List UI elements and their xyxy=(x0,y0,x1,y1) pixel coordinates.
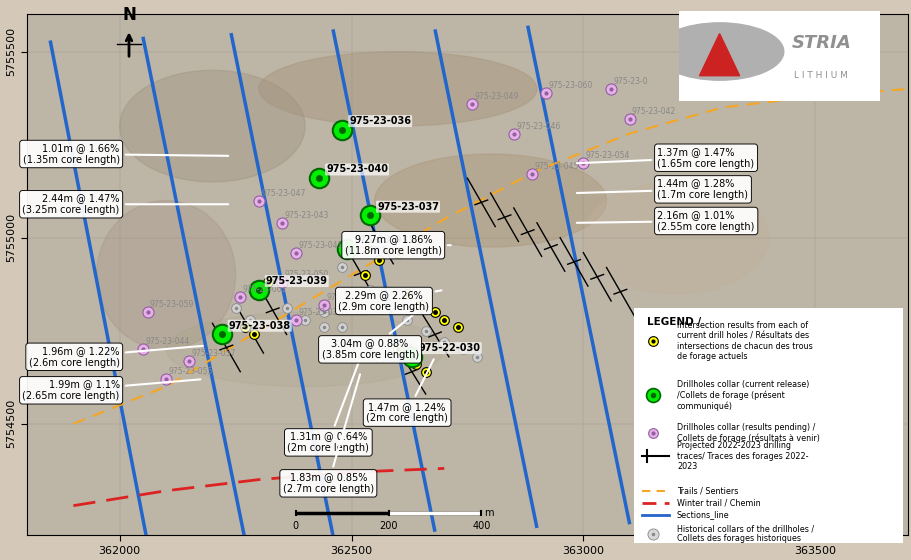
Text: Winter trail / Chemin: Winter trail / Chemin xyxy=(676,499,760,508)
Text: 975-23-047: 975-23-047 xyxy=(261,189,305,198)
FancyBboxPatch shape xyxy=(628,304,907,548)
Text: Trails / Sentiers: Trails / Sentiers xyxy=(676,487,737,496)
Text: 975-23-040: 975-23-040 xyxy=(325,165,387,175)
Text: 1.44m @ 1.28%
(1.7m core length): 1.44m @ 1.28% (1.7m core length) xyxy=(576,179,748,200)
Text: 975-23-041: 975-23-041 xyxy=(298,241,343,250)
Text: 975-23-042: 975-23-042 xyxy=(631,106,676,116)
Text: 975-23-055: 975-23-055 xyxy=(169,367,212,376)
Text: 2.29m @ 2.26%
(2.9m core length): 2.29m @ 2.26% (2.9m core length) xyxy=(338,290,441,312)
Text: 1.31m @ 0.64%
(2m core length): 1.31m @ 0.64% (2m core length) xyxy=(287,360,369,453)
Text: Historical collars of the drillholes /
Collets des forages historiques: Historical collars of the drillholes / C… xyxy=(676,524,814,544)
Ellipse shape xyxy=(119,71,305,182)
Text: 975-23-057: 975-23-057 xyxy=(191,348,236,357)
Ellipse shape xyxy=(259,52,537,126)
Text: 975-23-050: 975-23-050 xyxy=(284,270,328,279)
Circle shape xyxy=(655,23,783,80)
Text: 1.96m @ 1.22%
(2.6m core length): 1.96m @ 1.22% (2.6m core length) xyxy=(29,346,202,367)
Text: 975-23-054: 975-23-054 xyxy=(585,151,630,160)
Text: 975-23-059: 975-23-059 xyxy=(149,300,194,309)
Text: 975-23-046: 975-23-046 xyxy=(516,122,560,130)
Text: 975-23-038: 975-23-038 xyxy=(229,321,291,331)
FancyBboxPatch shape xyxy=(672,8,885,104)
Text: 975-22-030: 975-22-030 xyxy=(418,343,480,353)
Text: 9.27m @ 1.86%
(11.8m core length): 9.27m @ 1.86% (11.8m core length) xyxy=(344,235,450,256)
Text: LEGEND /: LEGEND / xyxy=(647,318,701,328)
Text: 975-23-043: 975-23-043 xyxy=(284,211,328,220)
Polygon shape xyxy=(699,34,739,76)
Text: 400: 400 xyxy=(472,521,490,530)
Text: Sections_line: Sections_line xyxy=(676,511,729,520)
Text: 0: 0 xyxy=(292,521,299,530)
Text: 975-23-034: 975-23-034 xyxy=(298,307,343,316)
Text: 975-23-0: 975-23-0 xyxy=(613,77,648,86)
Text: 975-23-039: 975-23-039 xyxy=(265,276,327,286)
Text: 975-23-036: 975-23-036 xyxy=(349,116,411,126)
Text: Intersection results from each of
current drill holes / Résultats des
intersecti: Intersection results from each of curren… xyxy=(676,321,812,361)
Text: 1.47m @ 1.24%
(2m core length): 1.47m @ 1.24% (2m core length) xyxy=(366,360,447,423)
Text: 975-23-060: 975-23-060 xyxy=(548,81,592,90)
Text: 975-23-049: 975-23-049 xyxy=(474,92,518,101)
Text: m: m xyxy=(483,508,493,518)
Text: 975-23-061: 975-23-061 xyxy=(242,285,287,295)
Text: 975-23-037: 975-23-037 xyxy=(376,202,438,212)
Ellipse shape xyxy=(166,312,444,386)
Ellipse shape xyxy=(97,200,235,349)
Text: 1.37m @ 1.47%
(1.65m core length): 1.37m @ 1.47% (1.65m core length) xyxy=(576,147,753,169)
Text: 3.04m @ 0.88%
(3.85m core length): 3.04m @ 0.88% (3.85m core length) xyxy=(322,306,423,360)
Text: STRIA: STRIA xyxy=(791,34,851,52)
Text: Projected 2022-2023 drilling
traces/ Traces des forages 2022-
2023: Projected 2022-2023 drilling traces/ Tra… xyxy=(676,441,807,471)
Ellipse shape xyxy=(583,182,768,293)
Text: 1.99m @ 1.1%
(2.65m core length): 1.99m @ 1.1% (2.65m core length) xyxy=(23,379,200,401)
Text: Drillholes collar (results pending) /
Collets de forage (résultats à venir): Drillholes collar (results pending) / Co… xyxy=(676,423,819,442)
Text: 975-23-044: 975-23-044 xyxy=(145,337,189,347)
Text: Drillholes collar (current release)
/Collets de forage (présent
communiqué): Drillholes collar (current release) /Col… xyxy=(676,380,808,410)
Text: 1.01m @ 1.66%
(1.35m core length): 1.01m @ 1.66% (1.35m core length) xyxy=(23,143,228,165)
Text: 2.44m @ 1.47%
(3.25m core length): 2.44m @ 1.47% (3.25m core length) xyxy=(23,193,228,215)
Text: 975-23-033: 975-23-033 xyxy=(325,293,370,302)
Text: 975-23-045: 975-23-045 xyxy=(534,162,578,171)
Text: 2.16m @ 1.01%
(2.55m core length): 2.16m @ 1.01% (2.55m core length) xyxy=(576,210,754,232)
Text: 1.83m @ 0.85%
(2.7m core length): 1.83m @ 0.85% (2.7m core length) xyxy=(282,374,374,494)
Text: L I T H I U M: L I T H I U M xyxy=(793,71,846,80)
Ellipse shape xyxy=(374,154,606,247)
Text: 200: 200 xyxy=(379,521,397,530)
Text: N: N xyxy=(122,6,136,24)
Text: 975-23-035: 975-23-035 xyxy=(353,235,415,245)
